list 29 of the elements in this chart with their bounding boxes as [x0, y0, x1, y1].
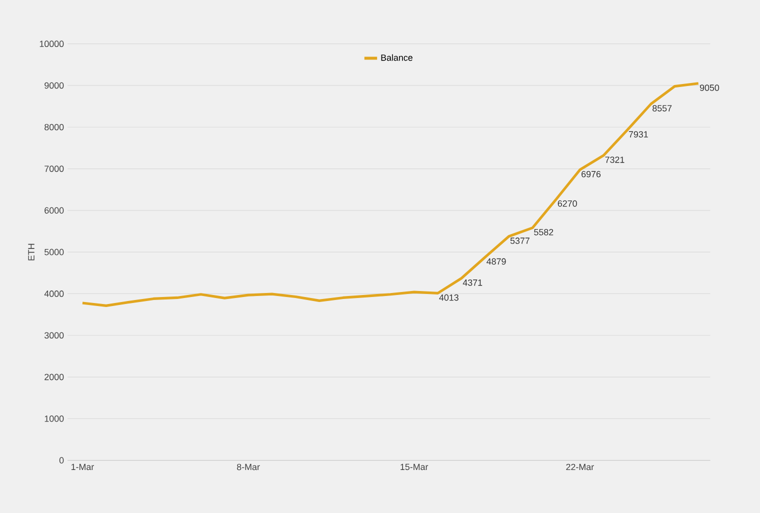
y-tick-label: 7000	[44, 166, 64, 172]
y-tick-label: 9000	[44, 82, 64, 89]
y-tick-label: 5000	[44, 248, 64, 256]
data-label: 4371	[462, 279, 482, 286]
y-tick-label: 6000	[44, 207, 64, 214]
y-tick-label: 4000	[44, 290, 64, 297]
data-label: 7931	[628, 131, 648, 138]
data-label: 6270	[558, 200, 577, 207]
y-tick-label: 10000	[40, 40, 64, 47]
x-tick-label: 22-Mar	[566, 464, 594, 470]
y-tick-label: 0	[59, 457, 64, 464]
data-label: 7321	[605, 156, 624, 163]
data-label: 8557	[652, 105, 672, 112]
data-label: 4879	[486, 258, 506, 265]
data-label: 5582	[534, 228, 554, 236]
y-tick-label: 2000	[44, 374, 64, 380]
x-tick-label: 8-Mar	[237, 464, 260, 470]
data-label: 9050	[700, 84, 720, 91]
data-label: 5377	[510, 238, 530, 244]
y-tick-label: 8000	[44, 124, 64, 130]
legend-label: Balance	[381, 54, 412, 61]
x-tick-label: 1-Mar	[71, 464, 94, 470]
y-tick-label: 3000	[44, 332, 64, 338]
y-tick-label: 1000	[44, 415, 64, 422]
data-label: 4013	[439, 294, 458, 301]
x-tick-label: 15-Mar	[400, 464, 428, 470]
line-series	[81, 82, 700, 307]
y-axis-title: ETH	[28, 244, 34, 260]
data-label: 6976	[582, 170, 601, 178]
